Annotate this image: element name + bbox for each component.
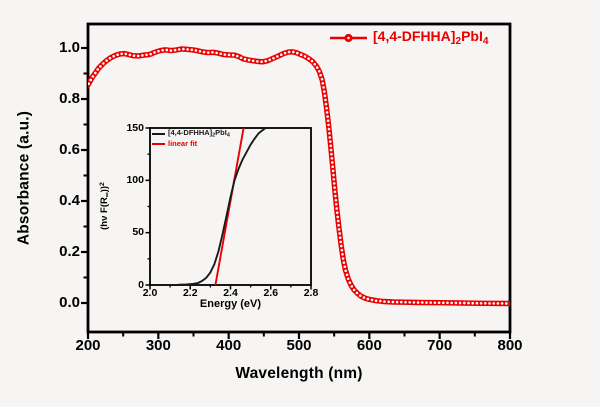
inset-legend-sample-label: [4,4-DFHHA]2PbI4 [168,128,230,139]
legend: [4,4-DFHHA]2PbI4 [328,29,488,47]
inset-y-tick-label: 0 [138,278,144,291]
y-axis-title: Absorbance (a.u.) [15,110,33,246]
main-y-tick-label: 0.8 [59,90,80,107]
main-y-tick-label: 0.4 [59,192,80,209]
legend-label: [4,4-DFHHA]2PbI4 [373,28,489,48]
inset-legend-fit-label: linear fit [168,139,198,148]
inset-legend-fit-swatch [152,142,165,145]
inset-y-tick-label: 50 [132,226,144,239]
inset-legend-sample-swatch [152,132,165,136]
inset-x-tick-label: 2.8 [303,287,319,299]
inset-x-tick-label: 2.6 [263,287,279,299]
main-x-tick-label: 300 [145,337,171,354]
inset-legend-sample: [4,4-DFHHA]2PbI4 [152,129,230,139]
inset-y-tick-label: 100 [126,173,144,186]
inset-x-tick-label: 2.4 [223,287,238,299]
main-x-tick-label: 600 [356,337,382,354]
main-x-tick-label: 400 [216,337,242,354]
legend-line-marker-icon [330,33,367,43]
main-y-tick-label: 0.6 [59,141,80,158]
inset-x-tick-label: 2.2 [182,287,198,299]
inset-x-axis-title: Energy (eV) [199,298,262,310]
inset-y-tick-label: 150 [126,121,144,134]
main-y-tick-label: 1.0 [59,39,80,56]
main-y-tick-label: 0.2 [59,243,80,260]
main-x-tick-label: 500 [286,337,312,354]
main-y-tick-label: 0.0 [59,294,80,311]
inset-y-axis-title: (hν F(R∞))2 [99,182,112,230]
main-x-tick-label: 800 [497,337,523,354]
main-x-tick-label: 200 [75,337,101,354]
inset-legend-fit: linear fit [152,140,197,148]
main-x-tick-label: 700 [427,337,453,354]
x-axis-title: Wavelength (nm) [235,365,363,382]
inset-x-tick-label: 2.0 [142,287,158,299]
